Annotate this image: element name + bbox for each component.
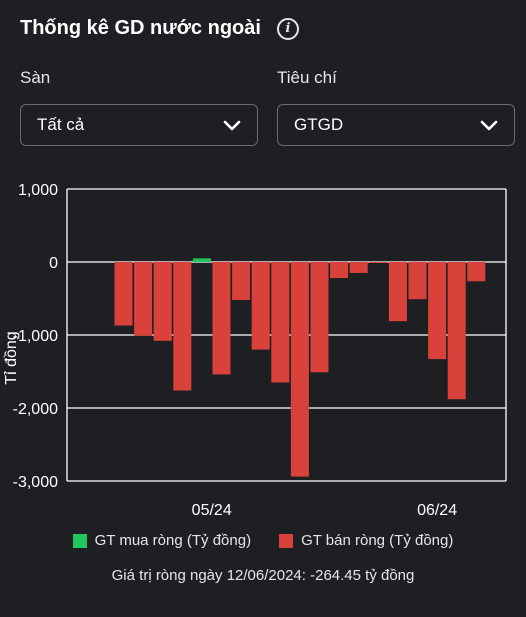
- sell-bar: [369, 262, 388, 263]
- criteria-select[interactable]: GTGD: [277, 104, 515, 146]
- net-flow-bar-chart: 1,000 0 -1,000 -2,000 -3,000 05/24 06/24 Tỉ đồn…: [3, 182, 507, 519]
- y-tick-label: -2,000: [13, 401, 58, 418]
- header: Thống kê GD nước ngoài i: [20, 17, 299, 40]
- buy-bar: [192, 258, 211, 262]
- sell-bar: [447, 262, 466, 400]
- sell-bar: [153, 262, 172, 341]
- criteria-select-value: GTGD: [294, 115, 344, 134]
- legend-swatch-buy: [72, 533, 87, 548]
- sell-bar: [349, 262, 368, 273]
- legend-item-buy[interactable]: GT mua ròng (Tỷ đồng): [72, 532, 252, 549]
- exchange-select-value: Tất cả: [37, 115, 85, 134]
- sell-bar: [232, 262, 251, 300]
- y-tick-label: 0: [49, 255, 58, 272]
- chart-legend: GT mua ròng (Tỷ đồng) GT bán ròng (Tỷ đồ…: [0, 532, 526, 549]
- sell-bar: [310, 262, 329, 373]
- sell-bar: [134, 262, 153, 336]
- x-tick-label: 06/24: [417, 502, 457, 519]
- y-tick-label: -1,000: [13, 328, 58, 345]
- sell-bar: [467, 262, 486, 282]
- sell-bar: [388, 262, 407, 322]
- chevron-down-icon: [223, 120, 241, 131]
- sell-bar: [428, 262, 447, 360]
- legend-label-buy: GT mua ròng (Tỷ đồng): [94, 532, 252, 549]
- legend-item-sell[interactable]: GT bán ròng (Tỷ đồng): [279, 532, 453, 549]
- sell-bar: [212, 262, 231, 375]
- sell-bar: [271, 262, 290, 383]
- legend-swatch-sell: [279, 533, 294, 548]
- sell-bar: [408, 262, 427, 300]
- info-icon[interactable]: i: [276, 17, 299, 40]
- sell-bar: [114, 262, 133, 326]
- net-value-summary: Giá trị ròng ngày 12/06/2024: -264.45 tỷ…: [111, 567, 415, 584]
- sell-bar: [290, 262, 309, 477]
- y-axis-title: Tỉ đồng: [3, 331, 20, 384]
- page-title: Thống kê GD nước ngoài: [20, 17, 261, 39]
- sell-bar: [330, 262, 349, 279]
- chevron-down-icon: [480, 120, 498, 131]
- sell-bar: [251, 262, 270, 350]
- exchange-select[interactable]: Tất cả: [20, 104, 258, 146]
- criteria-label: Tiêu chí: [277, 68, 337, 87]
- y-tick-label: -3,000: [13, 474, 58, 491]
- sell-bar: [173, 262, 192, 391]
- x-tick-label: 05/24: [192, 502, 232, 519]
- legend-label-sell: GT bán ròng (Tỷ đồng): [301, 532, 454, 549]
- exchange-label: Sàn: [20, 68, 51, 87]
- y-tick-label: 1,000: [18, 182, 58, 199]
